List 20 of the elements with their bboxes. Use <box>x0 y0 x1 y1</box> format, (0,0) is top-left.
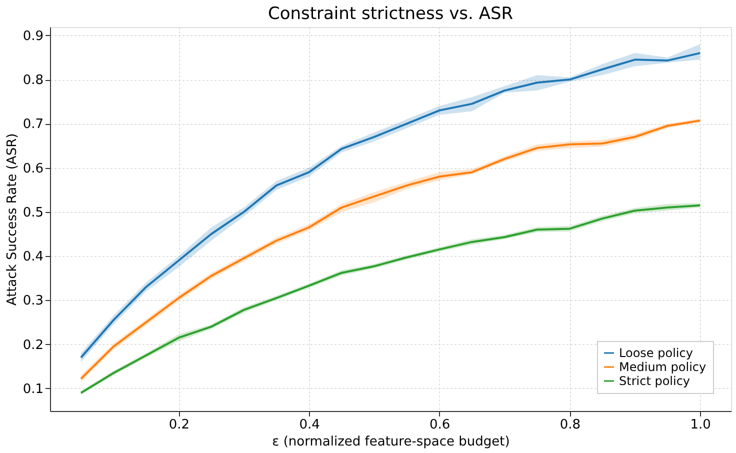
y-tick-label: 0.2 <box>22 338 44 353</box>
x-tick-label: 1.0 <box>690 418 711 432</box>
y-axis-title: Attack Success Rate (ASR) <box>4 133 20 306</box>
y-tick-label: 0.9 <box>22 28 44 44</box>
y-tick-label: 0.7 <box>22 117 44 132</box>
x-tick-label: 0.8 <box>560 418 581 432</box>
x-axis-title: ε (normalized feature-space budget) <box>272 434 510 450</box>
y-tick-label: 0.3 <box>22 294 44 309</box>
chart-title: Constraint strictness vs. ASR <box>268 4 514 24</box>
y-tick-label: 0.6 <box>22 161 44 176</box>
x-tick-label: 0.2 <box>168 418 190 432</box>
y-tick-label: 0.1 <box>22 382 44 397</box>
legend-label: Loose policy <box>619 346 693 360</box>
y-tick-label: 0.4 <box>22 250 44 265</box>
legend-label: Medium policy <box>619 360 706 374</box>
x-tick-label: 0.6 <box>430 418 450 432</box>
x-tick-label: 0.4 <box>299 418 320 432</box>
legend-label: Strict policy <box>619 374 690 388</box>
y-tick-label: 0.5 <box>22 205 44 220</box>
y-tick-label: 0.8 <box>22 73 44 88</box>
